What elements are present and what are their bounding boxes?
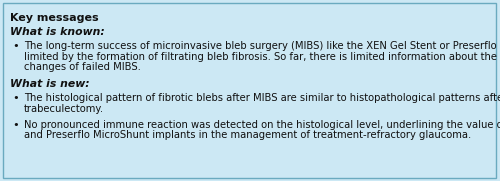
Text: •: • [12, 120, 19, 130]
Text: The histological pattern of fibrotic blebs after MIBS are similar to histopathol: The histological pattern of fibrotic ble… [24, 93, 500, 103]
Text: limited by the formation of filtrating bleb fibrosis. So far, there is limited i: limited by the formation of filtrating b… [24, 52, 500, 62]
Text: trabeculectomy.: trabeculectomy. [24, 104, 104, 113]
FancyBboxPatch shape [3, 3, 496, 178]
Text: changes of failed MIBS.: changes of failed MIBS. [24, 62, 141, 72]
Text: What is new:: What is new: [10, 79, 90, 89]
Text: and Preserflo MicroShunt implants in the management of treatment-refractory glau: and Preserflo MicroShunt implants in the… [24, 131, 471, 140]
Text: •: • [12, 41, 19, 51]
Text: What is known:: What is known: [10, 27, 105, 37]
Text: •: • [12, 93, 19, 103]
Text: The long-term success of microinvasive bleb surgery (MIBS) like the XEN Gel Sten: The long-term success of microinvasive b… [24, 41, 500, 51]
Text: No pronounced immune reaction was detected on the histological level, underlinin: No pronounced immune reaction was detect… [24, 120, 500, 130]
Text: Key messages: Key messages [10, 13, 99, 23]
